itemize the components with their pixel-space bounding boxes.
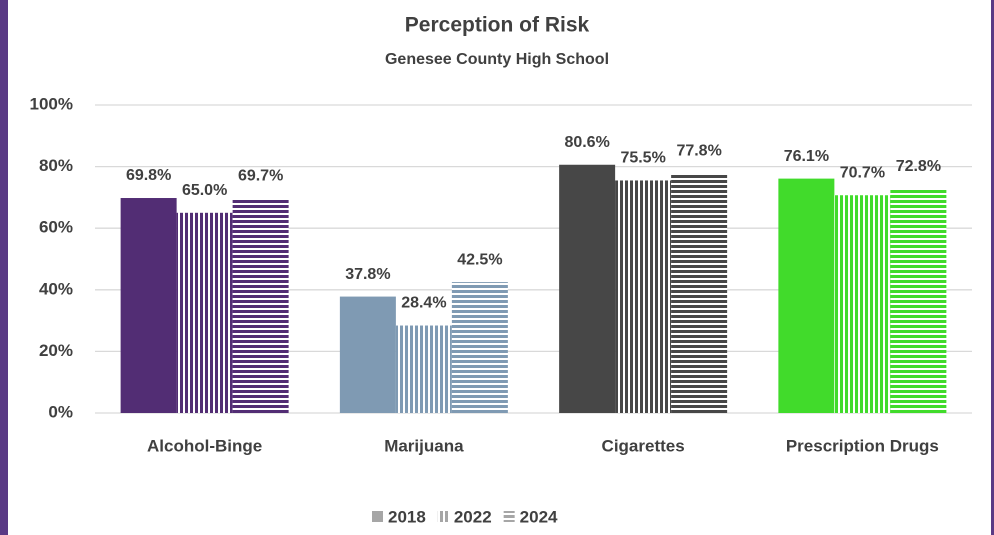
data-label: 69.7% [238, 168, 283, 185]
data-label: 70.7% [840, 164, 885, 181]
data-label: 28.4% [401, 295, 446, 312]
data-label: 75.5% [620, 150, 665, 167]
bar [671, 173, 728, 413]
y-tick-label: 20% [39, 341, 73, 360]
x-tick-label: Prescription Drugs [786, 436, 939, 455]
bar [451, 282, 508, 413]
data-label: 72.8% [896, 158, 941, 175]
data-label: 37.8% [345, 266, 390, 283]
data-label: 65.0% [182, 182, 227, 199]
x-tick-label: Cigarettes [602, 436, 685, 455]
data-label: 77.8% [676, 143, 721, 160]
data-label: 69.8% [126, 167, 171, 184]
y-tick-label: 60% [39, 218, 73, 237]
bar [395, 325, 452, 413]
data-label: 76.1% [784, 148, 829, 165]
chart-subtitle: Genesee County High School [385, 51, 609, 68]
y-tick-label: 80% [39, 156, 73, 175]
legend-swatch [372, 511, 383, 522]
bar [232, 198, 289, 413]
legend-swatch [437, 511, 449, 522]
bar [834, 195, 891, 413]
bar [176, 212, 233, 413]
y-tick-label: 100% [30, 94, 73, 113]
bar [559, 164, 616, 413]
y-tick-label: 40% [39, 279, 73, 298]
legend-label: 2024 [520, 507, 558, 526]
legend-label: 2022 [454, 507, 492, 526]
data-label: 42.5% [457, 251, 502, 268]
x-tick-label: Marijuana [384, 436, 464, 455]
x-tick-label: Alcohol-Binge [147, 436, 262, 455]
bar [120, 198, 177, 413]
bar [339, 296, 396, 413]
bar [615, 180, 672, 413]
data-label: 80.6% [564, 134, 609, 151]
bar [778, 178, 835, 413]
bar [890, 188, 947, 413]
y-tick-label: 0% [48, 402, 73, 421]
legend-label: 2018 [388, 507, 426, 526]
legend-swatch [503, 511, 515, 522]
chart-title: Perception of Risk [405, 14, 590, 37]
